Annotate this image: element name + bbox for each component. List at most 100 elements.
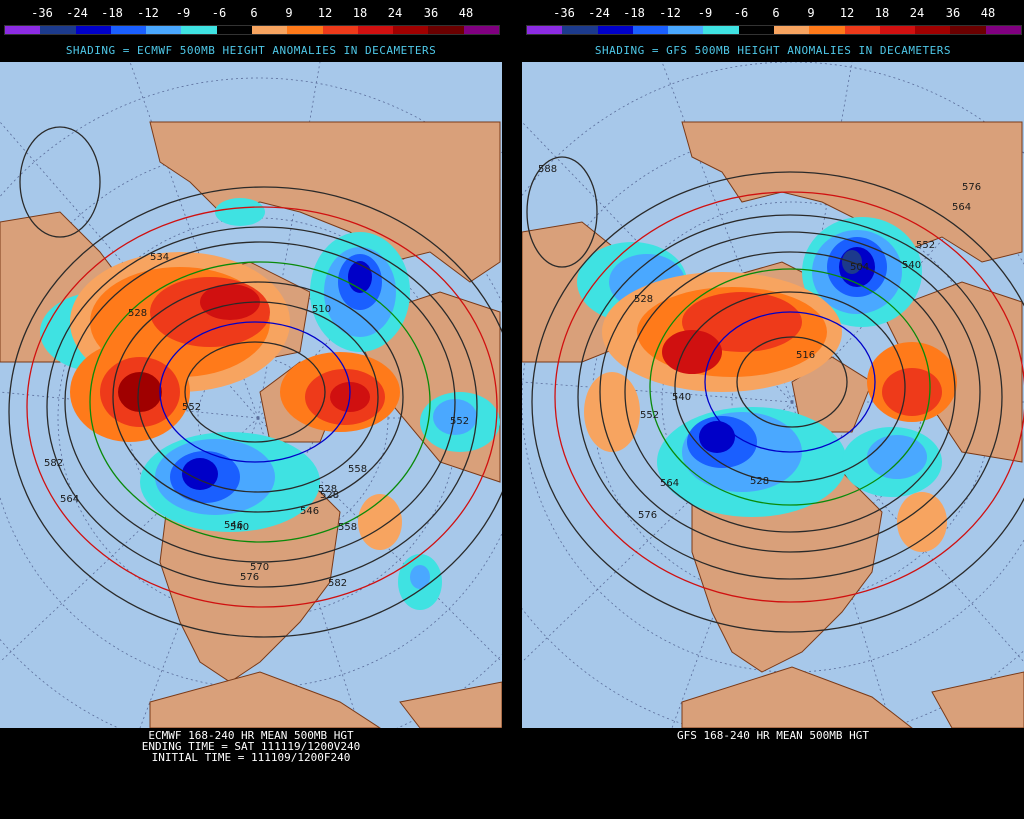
scale-color-swatch <box>40 26 76 34</box>
scale-color-swatch <box>985 26 1021 34</box>
contour-label: 564 <box>952 202 971 213</box>
scale-color-swatch <box>216 26 252 34</box>
contour-label: 576 <box>638 510 657 521</box>
scale-tick: -24 <box>588 6 610 20</box>
scale-color-swatch <box>181 26 217 34</box>
scale-tick: 24 <box>909 6 925 20</box>
scale-tick: 12 <box>839 6 855 20</box>
contour-label: 552 <box>916 240 935 251</box>
gfs-panel: -36 -24 -18 -12 -9 -6 6 9 12 18 24 36 48… <box>522 0 1024 819</box>
scale-color-swatch <box>562 26 598 34</box>
height-contours <box>526 156 1024 633</box>
gfs-caption: GFS 168-240 HR MEAN 500MB HGT <box>522 730 1024 741</box>
contour-label: 564 <box>660 478 679 489</box>
scale-color-swatch <box>879 26 916 34</box>
contour-label: 588 <box>538 164 557 175</box>
contour-label: 504 <box>850 262 869 273</box>
scale-color-swatch <box>428 26 464 34</box>
gfs-map-svg: 588 576 564 552 540 528 516 504 528 552 … <box>522 62 1024 728</box>
contour-label: 516 <box>796 350 815 361</box>
scale-tick: 18 <box>352 6 368 20</box>
contour-label: 552 <box>640 410 659 421</box>
scale-color-swatch <box>668 26 704 34</box>
scale-color-swatch <box>950 26 986 34</box>
scale-color-bar <box>526 25 1022 35</box>
scale-ticks: -36 -24 -18 -12 -9 -6 6 9 12 18 24 36 48 <box>526 6 1022 22</box>
scale-color-swatch <box>393 26 429 34</box>
ecmwf-map-svg: 534 528 510 552 576 582 570 540 528 546 … <box>0 62 502 728</box>
contour-label: 570 <box>250 562 269 573</box>
scale-color-swatch <box>738 26 774 34</box>
ecmwf-caption: ECMWF 168-240 HR MEAN 500MB HGT ENDING T… <box>0 730 502 763</box>
scale-tick: -6 <box>211 6 227 20</box>
scale-tick: -24 <box>66 6 88 20</box>
contour-label: 534 <box>150 252 169 263</box>
scale-tick: 24 <box>387 6 403 20</box>
contour-label: 576 <box>962 182 981 193</box>
contour-label: 552 <box>182 402 201 413</box>
gfs-color-scale: -36 -24 -18 -12 -9 -6 6 9 12 18 24 36 48 <box>526 6 1022 36</box>
scale-color-swatch <box>322 26 358 34</box>
contour-label: 528 <box>128 308 147 319</box>
scale-tick: 36 <box>945 6 961 20</box>
contour-label: 564 <box>60 494 79 505</box>
scale-tick: -36 <box>31 6 53 20</box>
scale-tick: -36 <box>553 6 575 20</box>
scale-tick: -18 <box>623 6 645 20</box>
contour-label: 528 <box>750 476 769 487</box>
caption-line: INITIAL TIME = 111109/1200F240 <box>151 751 351 764</box>
contour-label: 558 <box>338 522 357 533</box>
caption-line: GFS 168-240 HR MEAN 500MB HGT <box>676 729 870 742</box>
contour-label: 582 <box>328 578 347 589</box>
scale-color-swatch <box>809 26 845 34</box>
scale-tick: 48 <box>980 6 996 20</box>
scale-color-swatch <box>597 26 633 34</box>
contour-label: 528 <box>634 294 653 305</box>
scale-tick: -12 <box>659 6 681 20</box>
scale-tick: -12 <box>137 6 159 20</box>
scale-ticks: -36 -24 -18 -12 -9 -6 6 9 12 18 24 36 48 <box>4 6 500 22</box>
scale-tick: 48 <box>458 6 474 20</box>
contour-label: 528 <box>320 490 339 501</box>
scale-color-swatch <box>5 26 41 34</box>
ecmwf-map: 534 528 510 552 576 582 570 540 528 546 … <box>0 62 502 728</box>
scale-color-swatch <box>251 26 288 34</box>
contour-label: 540 <box>230 522 249 533</box>
ecmwf-color-scale: -36 -24 -18 -12 -9 -6 6 9 12 18 24 36 48 <box>4 6 500 36</box>
scale-color-swatch <box>357 26 394 34</box>
scale-color-swatch <box>110 26 147 34</box>
anomaly-shading <box>577 217 957 552</box>
caption-line: ENDING TIME = SAT 111119/1200V240 <box>141 740 361 753</box>
panel-separator <box>502 0 522 819</box>
scale-tick: 36 <box>423 6 439 20</box>
scale-color-swatch <box>773 26 810 34</box>
scale-tick: 6 <box>772 6 780 20</box>
scale-color-swatch <box>844 26 880 34</box>
scale-color-swatch <box>287 26 323 34</box>
contour-label: 546 <box>300 506 319 517</box>
scale-tick: -9 <box>175 6 191 20</box>
scale-color-swatch <box>463 26 499 34</box>
scale-tick: 9 <box>807 6 815 20</box>
contour-label: 576 <box>240 572 259 583</box>
scale-tick: 12 <box>317 6 333 20</box>
gfs-subtitle: SHADING = GFS 500MB HEIGHT ANOMALIES IN … <box>594 44 952 57</box>
scale-color-swatch <box>146 26 182 34</box>
contour-label: 546 <box>224 520 243 531</box>
gfs-map: 588 576 564 552 540 528 516 504 528 552 … <box>522 62 1024 728</box>
scale-tick: -6 <box>733 6 749 20</box>
ecmwf-subtitle: SHADING = ECMWF 500MB HEIGHT ANOMALIES I… <box>65 44 437 57</box>
scale-tick: 9 <box>285 6 293 20</box>
caption-line: ECMWF 168-240 HR MEAN 500MB HGT <box>148 729 354 742</box>
scale-color-bar <box>4 25 500 35</box>
height-contours <box>8 126 502 638</box>
contour-label: 510 <box>312 304 331 315</box>
contour-label: 552 <box>450 416 469 427</box>
scale-color-swatch <box>632 26 669 34</box>
scale-color-swatch <box>915 26 951 34</box>
scale-tick: 6 <box>250 6 258 20</box>
scale-tick: 18 <box>874 6 890 20</box>
contour-label: 582 <box>44 458 63 469</box>
scale-tick: -18 <box>101 6 123 20</box>
contour-label: 528 <box>318 484 337 495</box>
